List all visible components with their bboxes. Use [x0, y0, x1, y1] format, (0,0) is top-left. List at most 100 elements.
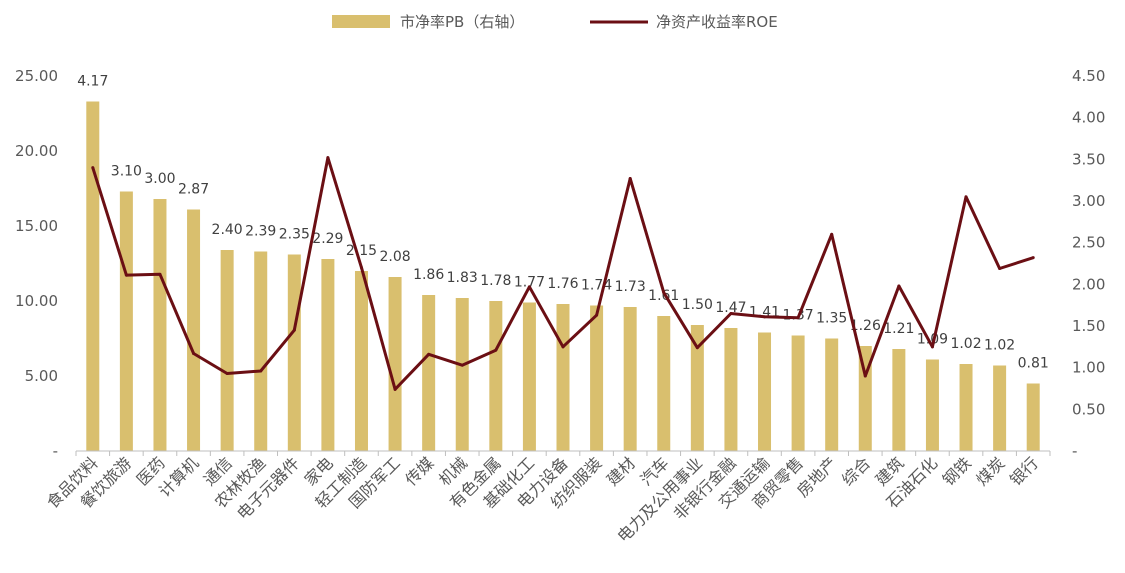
- legend-label-bar: 市净率PB（右轴）: [400, 13, 524, 31]
- bar: [556, 304, 570, 451]
- right-tick-label: 0.50: [1072, 400, 1105, 418]
- bar: [86, 101, 100, 451]
- category-label: 综合: [838, 453, 874, 489]
- bar: [321, 259, 335, 451]
- bar: [724, 328, 738, 451]
- legend-swatch-bar: [332, 15, 390, 28]
- bar: [623, 307, 637, 451]
- right-tick-label: -: [1072, 442, 1077, 460]
- left-tick-label: 15.00: [15, 217, 58, 235]
- bar-data-label: 0.81: [1018, 356, 1049, 372]
- roe-point: [359, 266, 363, 270]
- left-y-axis: - 5.00 10.00 15.00 20.00 25.00: [15, 67, 58, 460]
- roe-point: [393, 387, 397, 391]
- roe-point: [259, 369, 263, 373]
- left-tick-label: -: [53, 442, 58, 460]
- bar: [153, 199, 167, 451]
- bar: [220, 250, 234, 451]
- bar-data-label: 1.86: [413, 267, 444, 283]
- bar: [925, 359, 939, 451]
- bar: [791, 335, 805, 451]
- roe-point: [158, 272, 162, 276]
- category-label: 传媒: [401, 453, 437, 489]
- bar-data-label: 1.21: [883, 321, 914, 337]
- left-tick-label: 25.00: [15, 67, 58, 85]
- roe-point: [863, 374, 867, 378]
- bar-data-label: 2.35: [279, 227, 310, 243]
- right-tick-label: 2.50: [1072, 234, 1105, 252]
- roe-point: [527, 285, 531, 289]
- bar-data-label: 1.02: [984, 338, 1015, 354]
- bar: [959, 364, 973, 451]
- bar: [388, 277, 402, 451]
- bar: [690, 325, 704, 451]
- bar-data-label: 2.87: [178, 182, 209, 198]
- roe-point: [628, 177, 632, 180]
- bar: [758, 332, 772, 451]
- bar: [187, 209, 201, 451]
- left-tick-label: 10.00: [15, 292, 58, 310]
- bar: [892, 349, 906, 451]
- bar-data-label: 1.26: [850, 318, 881, 334]
- roe-point: [1031, 256, 1035, 260]
- bar-data-label: 3.10: [111, 164, 142, 180]
- roe-point: [91, 166, 95, 170]
- category-label: 钢铁: [939, 453, 975, 489]
- bar-data-label: 2.15: [346, 243, 377, 259]
- bar: [993, 365, 1007, 451]
- legend: 市净率PB（右轴） 净资产收益率ROE: [332, 13, 778, 31]
- bar-data-label: 2.29: [312, 231, 343, 247]
- bar-data-label: 1.47: [715, 300, 746, 316]
- roe-point: [830, 232, 834, 236]
- roe-point: [964, 195, 968, 199]
- bar-data-label: 1.78: [480, 273, 511, 289]
- right-tick-label: 2.00: [1072, 275, 1105, 293]
- x-axis: 食品饮料餐饮旅游医药计算机通信农林牧渔电子元器件家电轻工制造国防军工传媒机械有色…: [43, 450, 1051, 546]
- bar: [287, 254, 301, 451]
- roe-point: [897, 284, 901, 288]
- bar-data-label: 4.17: [77, 74, 108, 90]
- roe-point: [998, 267, 1002, 270]
- right-tick-label: 4.00: [1072, 109, 1105, 127]
- bar: [825, 338, 839, 451]
- roe-point: [192, 352, 196, 355]
- bar-data-label: 2.08: [379, 249, 410, 265]
- bar-data-label: 2.40: [212, 222, 243, 238]
- bar-data-label: 1.50: [682, 297, 713, 313]
- roe-point: [695, 346, 699, 350]
- roe-point: [225, 372, 229, 375]
- roe-point: [763, 315, 767, 319]
- bar-data-label: 3.00: [144, 171, 175, 187]
- roe-point: [930, 345, 934, 349]
- bar: [354, 271, 368, 451]
- right-tick-label: 3.00: [1072, 192, 1105, 210]
- bar: [1026, 383, 1040, 451]
- roe-point: [729, 312, 733, 315]
- category-label: 银行: [1006, 453, 1042, 489]
- bar-data-label: 2.39: [245, 224, 276, 240]
- roe-point: [460, 363, 464, 367]
- category-label: 建材: [603, 453, 639, 489]
- right-tick-label: 4.50: [1072, 67, 1105, 85]
- bar: [422, 295, 436, 451]
- bar: [522, 302, 536, 451]
- bar-data-label: 1.02: [950, 336, 981, 352]
- roe-point: [326, 156, 330, 160]
- bar-data-label: 1.76: [547, 276, 578, 292]
- right-y-axis: - 0.50 1.00 1.50 2.00 2.50 3.00 3.50 4.00 4.50: [1072, 67, 1105, 460]
- line-series: [91, 156, 1035, 391]
- bar: [489, 301, 503, 451]
- left-tick-label: 20.00: [15, 142, 58, 160]
- bar: [858, 346, 872, 451]
- bar-data-label: 1.77: [514, 275, 545, 291]
- roe-point: [662, 291, 666, 295]
- roe-point: [796, 316, 800, 320]
- roe-point: [494, 348, 498, 352]
- bar-data-label: 1.73: [615, 279, 646, 295]
- roe-point: [595, 313, 599, 317]
- bar: [254, 251, 268, 451]
- left-tick-label: 5.00: [25, 367, 58, 385]
- bar-series: [86, 101, 1040, 451]
- bar: [590, 305, 604, 451]
